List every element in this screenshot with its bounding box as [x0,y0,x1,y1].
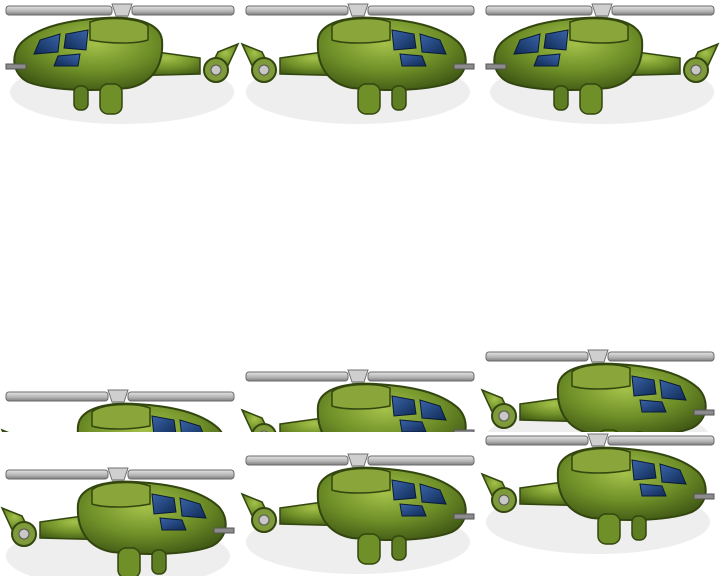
helicopter-sprite [485,3,719,125]
helicopter-frame-6 [480,342,720,432]
helicopter-frame-2 [240,0,480,128]
helicopter-sprite [481,349,715,432]
helicopter-sprite [1,467,235,576]
helicopter-sprite [1,389,235,432]
helicopter-frame-4 [0,380,240,432]
helicopter-sprite [481,433,715,555]
helicopter-frame-3 [480,0,720,128]
helicopter-sprite [241,369,475,432]
helicopter-sprite [241,453,475,575]
helicopter-frame-7 [0,460,240,576]
helicopter-frame-9 [480,426,720,576]
helicopter-frame-5 [240,360,480,432]
helicopter-frame-1 [0,0,240,128]
helicopter-sprite [241,3,475,125]
helicopter-sprite [5,3,239,125]
helicopter-frame-8 [240,444,480,576]
